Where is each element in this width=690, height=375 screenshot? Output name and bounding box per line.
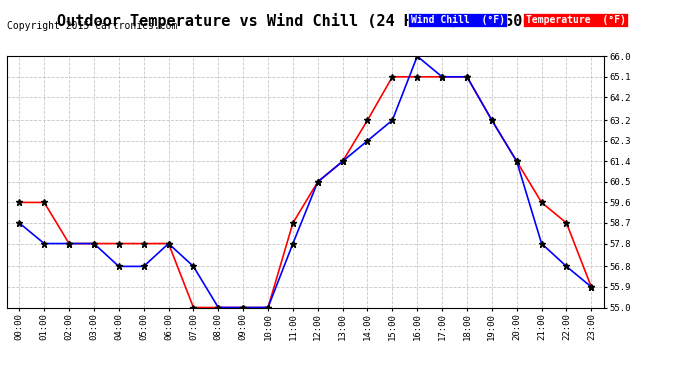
Text: Wind Chill  (°F): Wind Chill (°F) bbox=[411, 15, 504, 25]
Text: Outdoor Temperature vs Wind Chill (24 Hours)  20150413: Outdoor Temperature vs Wind Chill (24 Ho… bbox=[57, 13, 550, 29]
Text: Copyright 2015 Cartronics.com: Copyright 2015 Cartronics.com bbox=[7, 21, 177, 31]
Text: Temperature  (°F): Temperature (°F) bbox=[526, 15, 626, 25]
